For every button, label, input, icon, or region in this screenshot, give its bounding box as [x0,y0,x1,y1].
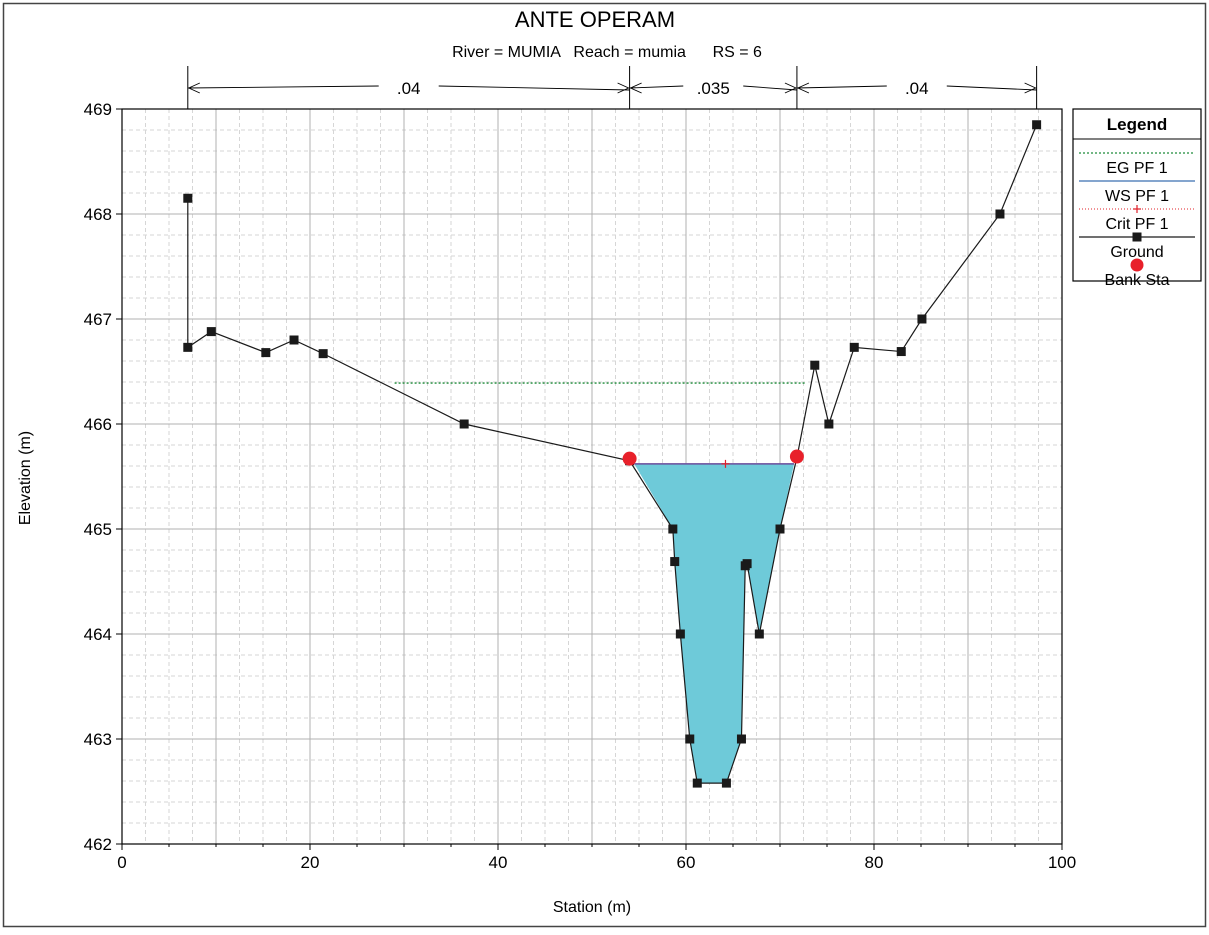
ground-point [670,557,680,567]
ground-point [318,349,328,359]
ground-point [754,629,764,639]
legend-swatch-ground-marker [1132,232,1142,242]
ground-point [824,419,834,429]
y-tick-label: 465 [84,520,112,539]
ground-point [775,524,785,534]
mannings-arrow-line [438,85,630,91]
mannings-n-annotations: .04 .035 .04 [187,66,1038,109]
y-tick-label: 469 [84,100,112,119]
legend-swatch-crit-marker [1133,205,1141,213]
legend: Legend EG PF 1 WS PF 1 Crit PF 1 Ground Bank … [1072,108,1202,289]
bank-station-point [789,449,804,464]
legend-label: Bank Sta [1105,272,1170,289]
mannings-arrowhead [1024,82,1037,94]
ground-point [206,327,216,337]
y-tick-label: 462 [84,835,112,854]
legend-swatch-bank [1130,258,1144,272]
y-tick-label: 467 [84,310,112,329]
x-tick-label: 100 [1048,853,1076,872]
mannings-arrowhead [784,82,798,94]
ground-point [289,335,299,345]
mannings-arrowhead [796,82,810,94]
mannings-value: .04 [905,79,929,98]
ground-point [896,347,906,357]
ground-point [685,734,695,744]
ground-point [742,559,752,569]
ground-point [459,419,469,429]
ground-point [692,778,702,788]
y-tick-label: 463 [84,730,112,749]
x-tick-label: 40 [489,853,508,872]
mannings-arrow-line [946,85,1037,91]
mannings-arrowhead [629,82,642,94]
ground-point [849,342,859,352]
y-tick-label: 464 [84,625,112,644]
legend-label: Crit PF 1 [1105,216,1168,233]
y-axis-label: Elevation (m) [17,431,34,525]
mannings-value: .035 [697,79,730,98]
legend-title: Legend [1107,115,1167,134]
mannings-arrow-line [796,85,887,89]
ground-point [261,348,271,358]
axes: 0 20 40 60 80 100 462 463 464 465 466 467 468 469 [84,100,1077,872]
ground-point [1032,120,1042,130]
ground-point [675,629,685,639]
ground-point [721,778,731,788]
grid [121,108,1063,845]
bank-station-point [622,451,637,466]
y-tick-label: 466 [84,415,112,434]
legend-label: Ground [1110,244,1163,261]
x-tick-label: 60 [677,853,696,872]
y-tick-label: 468 [84,205,112,224]
x-tick-label: 80 [865,853,884,872]
ground-point [917,314,927,324]
crit-point [721,459,730,468]
mannings-arrow-line [629,85,684,89]
mannings-arrow-line [743,85,797,91]
ground-point [995,209,1005,219]
x-tick-label: 20 [301,853,320,872]
legend-label: WS PF 1 [1105,188,1169,205]
ground-point [668,524,678,534]
x-tick-label: 0 [117,853,126,872]
ground-point [183,193,193,203]
ground-point [810,360,820,370]
mannings-arrowhead [617,82,630,94]
ground-point [736,734,746,744]
chart-subtitle: River = MUMIA Reach = mumia RS = 6 [452,44,762,61]
mannings-arrow-line [187,85,379,89]
plot-data [183,120,1042,788]
legend-box [1072,108,1202,282]
ground-point [183,342,193,352]
chart-title: ANTE OPERAM [515,7,675,32]
legend-label: EG PF 1 [1106,160,1167,177]
x-axis-label: Station (m) [553,899,631,916]
mannings-arrowhead [187,82,200,94]
mannings-value: .04 [397,79,421,98]
